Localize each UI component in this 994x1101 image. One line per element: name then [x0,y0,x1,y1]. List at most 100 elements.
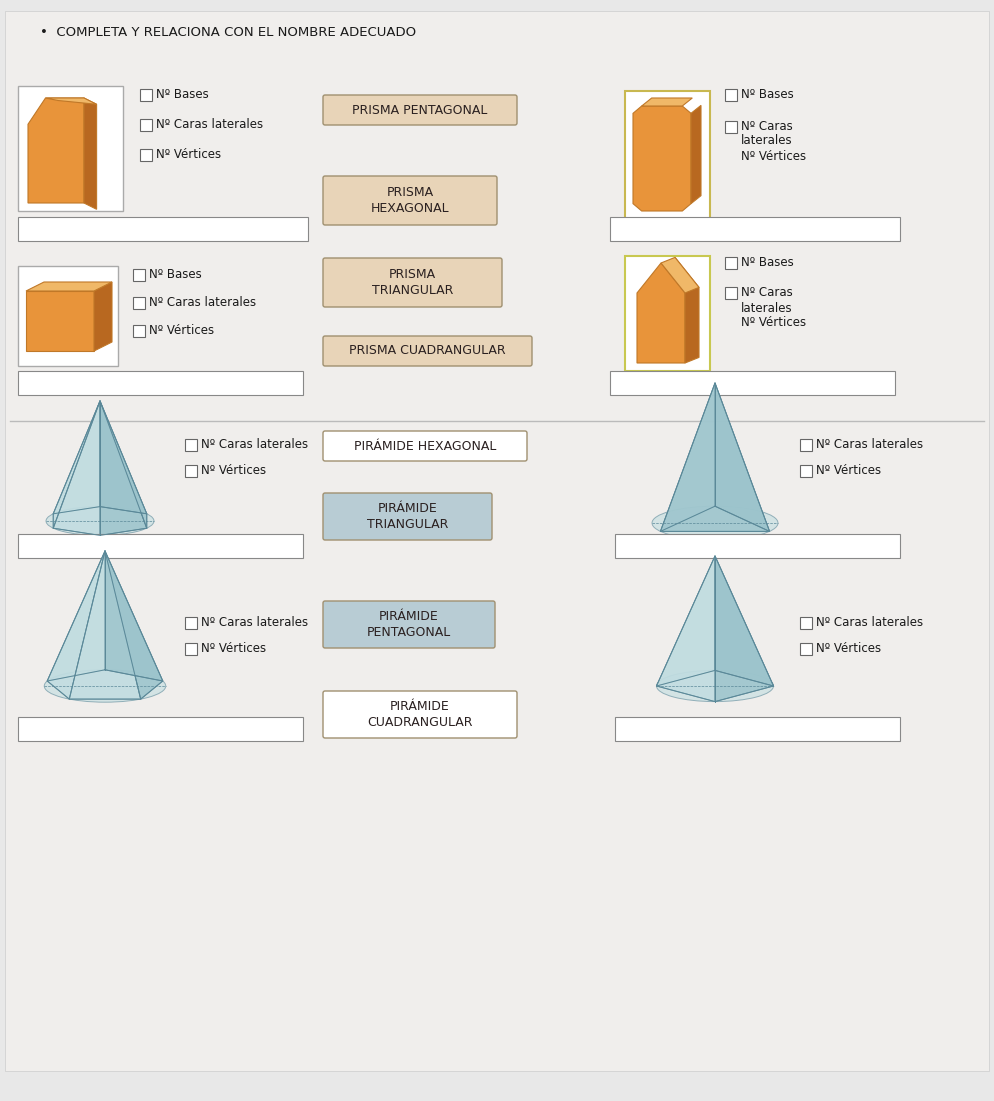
Polygon shape [54,401,100,535]
Ellipse shape [45,669,166,702]
Bar [140,149,152,161]
Text: Nº Vértices: Nº Vértices [201,643,266,655]
Bar [18,534,303,558]
Polygon shape [715,556,773,686]
Polygon shape [46,98,96,105]
Polygon shape [28,98,84,203]
Text: PIRÁMIDE
CUADRANGULAR: PIRÁMIDE CUADRANGULAR [367,700,473,729]
FancyBboxPatch shape [323,430,527,461]
Text: PRISMA
HEXAGONAL: PRISMA HEXAGONAL [371,186,449,215]
Text: PIRÁMIDE HEXAGONAL: PIRÁMIDE HEXAGONAL [354,439,496,453]
Bar [133,297,145,309]
Bar [725,89,737,101]
Polygon shape [691,106,701,204]
Polygon shape [675,258,699,363]
Bar [725,257,737,269]
Polygon shape [26,291,94,351]
Text: Nº Vértices: Nº Vértices [816,643,881,655]
Polygon shape [656,556,715,686]
FancyBboxPatch shape [323,176,497,225]
Bar [725,121,737,133]
Text: Nº Vértices: Nº Vértices [156,149,221,162]
Polygon shape [105,550,163,699]
Bar [18,217,308,241]
Polygon shape [715,383,769,532]
FancyBboxPatch shape [323,95,517,126]
Bar [725,287,737,299]
Text: PRISMA PENTAGONAL: PRISMA PENTAGONAL [352,103,488,117]
Polygon shape [70,550,141,699]
Text: Nº Bases: Nº Bases [156,88,209,101]
Polygon shape [715,556,773,701]
Polygon shape [660,383,715,532]
Text: •  COMPLETA Y RELACIONA CON EL NOMBRE ADECUADO: • COMPLETA Y RELACIONA CON EL NOMBRE ADE… [40,26,416,40]
FancyBboxPatch shape [323,601,495,648]
Polygon shape [637,263,685,363]
Polygon shape [94,282,112,351]
Text: Nº Caras laterales: Nº Caras laterales [149,296,256,309]
Text: Nº Caras laterales: Nº Caras laterales [201,617,308,630]
Bar [185,617,197,629]
Text: Nº Caras laterales: Nº Caras laterales [156,119,263,131]
Polygon shape [661,258,699,293]
Text: Nº Caras: Nº Caras [741,120,793,133]
Text: Nº Bases: Nº Bases [741,257,794,270]
Bar [18,266,118,366]
Ellipse shape [652,506,778,539]
Text: Nº Vértices: Nº Vértices [201,465,266,478]
Text: Nº Vértices: Nº Vértices [816,465,881,478]
Text: Nº Caras: Nº Caras [741,286,793,299]
Ellipse shape [46,506,154,535]
Text: Nº Bases: Nº Bases [149,269,202,282]
Bar [18,717,303,741]
Text: laterales: laterales [741,302,792,315]
Bar [133,269,145,281]
Bar [610,217,900,241]
Text: Nº Vértices: Nº Vértices [741,151,806,164]
Polygon shape [105,550,163,682]
Bar [185,465,197,477]
FancyBboxPatch shape [323,691,517,738]
Bar [18,86,123,211]
Bar [185,439,197,451]
Text: PIRÁMIDE
PENTAGONAL: PIRÁMIDE PENTAGONAL [367,610,451,639]
Text: Nº Vértices: Nº Vértices [741,316,806,329]
Text: Nº Caras laterales: Nº Caras laterales [816,617,923,630]
Bar [800,617,812,629]
Polygon shape [100,401,147,535]
FancyBboxPatch shape [323,493,492,539]
Polygon shape [48,550,105,682]
Bar [140,119,152,131]
Bar [133,325,145,337]
Text: Nº Vértices: Nº Vértices [149,325,214,338]
Bar [610,371,895,395]
Polygon shape [54,401,100,528]
Polygon shape [84,98,96,209]
Polygon shape [48,550,105,699]
Polygon shape [656,556,715,701]
Polygon shape [100,401,147,528]
Bar [625,91,710,221]
Polygon shape [26,282,112,291]
Text: Nº Bases: Nº Bases [741,88,794,101]
Ellipse shape [656,671,773,701]
Polygon shape [633,106,691,211]
Bar [615,717,900,741]
Bar [18,371,303,395]
Bar [800,465,812,477]
Bar [185,643,197,655]
Bar [615,534,900,558]
Polygon shape [100,401,147,514]
Bar [625,257,710,371]
FancyBboxPatch shape [323,258,502,307]
Polygon shape [642,98,692,106]
Bar [800,439,812,451]
Text: PRISMA CUADRANGULAR: PRISMA CUADRANGULAR [349,345,506,358]
Text: Nº Caras laterales: Nº Caras laterales [816,438,923,451]
Text: laterales: laterales [741,134,792,148]
Polygon shape [660,383,769,532]
Text: PIRÁMIDE
TRIANGULAR: PIRÁMIDE TRIANGULAR [367,502,448,531]
Text: PRISMA
TRIANGULAR: PRISMA TRIANGULAR [372,269,453,296]
Bar [140,89,152,101]
Text: Nº Caras laterales: Nº Caras laterales [201,438,308,451]
